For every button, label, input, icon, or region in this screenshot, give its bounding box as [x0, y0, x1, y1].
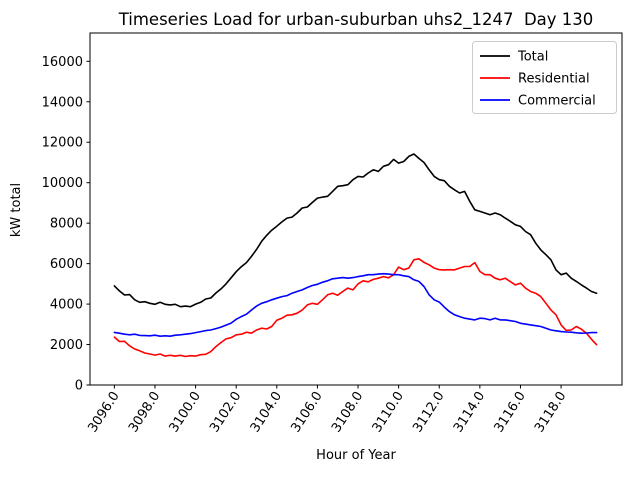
x-tick-label: 3102.0 [207, 389, 244, 435]
y-tick-label: 10000 [42, 176, 83, 191]
x-tick-label: 3108.0 [329, 389, 366, 435]
y-axis-ticks: 0 2000 4000 6000 8000 10000 12000 14000 16000 [42, 55, 90, 394]
x-tick-label: 3112.0 [410, 389, 447, 435]
y-tick-label: 12000 [42, 136, 83, 151]
y-tick-label: 16000 [42, 55, 83, 70]
y-tick-label: 14000 [42, 95, 83, 110]
legend-label: Commercial [518, 94, 596, 109]
x-tick-label: 3100.0 [167, 389, 204, 435]
x-tick-label: 3106.0 [288, 389, 325, 435]
legend-item-total: Total [480, 50, 548, 65]
x-axis-ticks: 3096.0 3098.0 3100.0 3102.0 3104.0 3106.0 3108… [85, 385, 569, 435]
legend: Total Residential Commercial [472, 41, 617, 114]
x-tick-label: 3110.0 [370, 389, 407, 435]
y-tick-label: 2000 [50, 338, 83, 353]
x-tick-label: 3116.0 [491, 389, 528, 435]
y-tick-label: 8000 [50, 217, 83, 232]
legend-item-commercial: Commercial [480, 94, 596, 109]
chart-title: Timeseries Load for urban-suburban uhs2_… [118, 10, 594, 29]
x-tick-label: 3118.0 [532, 389, 569, 435]
legend-label: Residential [518, 72, 590, 87]
series-residential-line [113, 258, 598, 358]
series-commercial-line [113, 272, 598, 337]
x-tick-label: 3104.0 [248, 389, 285, 435]
series-total-line [113, 153, 598, 308]
legend-box [472, 41, 617, 114]
y-tick-label: 4000 [50, 298, 83, 313]
legend-item-residential: Residential [480, 72, 590, 87]
legend-label: Total [517, 50, 548, 65]
y-tick-label: 0 [75, 379, 83, 394]
y-tick-label: 6000 [50, 257, 83, 272]
x-tick-label: 3098.0 [126, 389, 163, 435]
x-axis-label: Hour of Year [316, 448, 396, 463]
x-tick-label: 3114.0 [451, 389, 488, 435]
x-tick-label: 3096.0 [85, 389, 122, 435]
